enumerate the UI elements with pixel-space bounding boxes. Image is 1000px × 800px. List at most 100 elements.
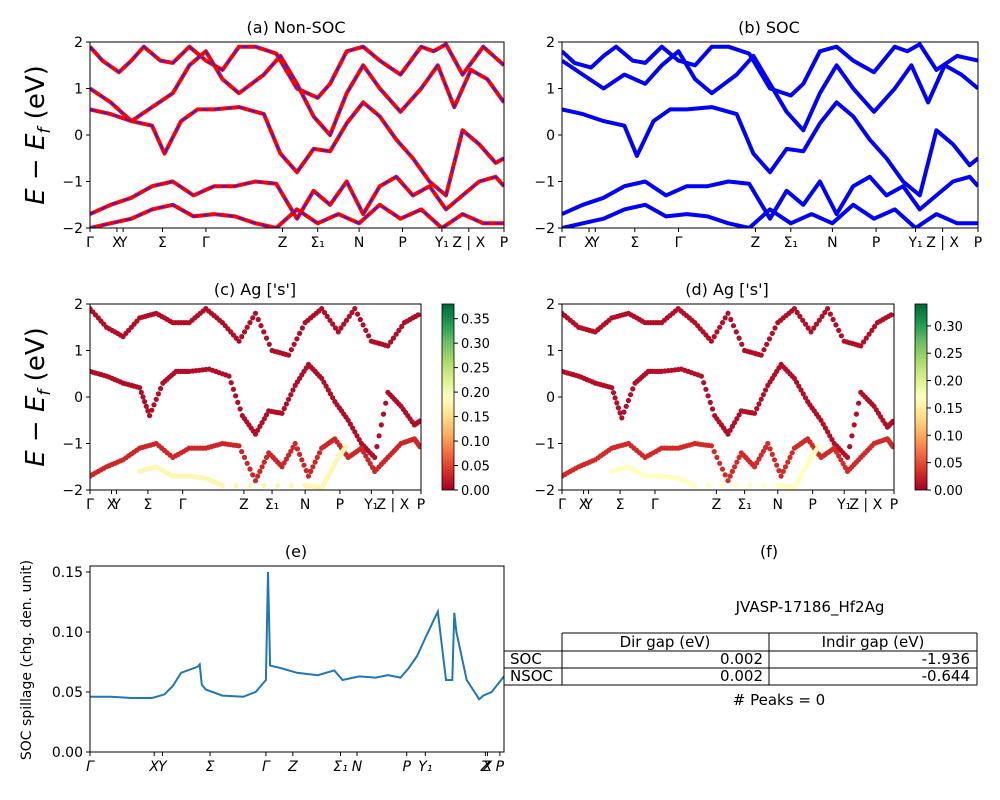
proj-point [610,390,617,396]
proj-point [255,316,261,323]
proj-point [763,387,769,393]
xtick-label: Γ [202,235,210,251]
proj-point [292,440,298,447]
proj-point [756,456,762,462]
proj-point [758,352,764,358]
proj-point [261,459,267,465]
proj-point [709,406,716,412]
proj-point [725,310,731,316]
proj-point [733,482,739,488]
proj-point [729,423,736,429]
ytick-label: −1 [62,175,83,191]
proj-point [813,321,820,327]
soc-band-4 [562,202,978,228]
proj-point [321,309,328,316]
proj-point [732,464,738,470]
proj-point [853,411,860,417]
proj-point [621,409,627,415]
proj-point [281,460,287,466]
proj-point [856,400,862,406]
proj-point [312,459,318,465]
table-row-soc-dir: 0.002 [720,650,763,668]
proj-point [142,399,148,405]
xtick-label: Z | X [376,497,409,513]
xtick-label: Y₁ [363,497,378,513]
xtick-label: Γ [675,235,683,251]
proj-point [327,391,334,397]
proj-point [252,431,259,437]
proj-point [261,482,267,488]
proj-point [623,403,629,409]
xtick-label: Σ₁ [265,497,279,513]
xtick-label: Γ [86,235,94,251]
proj-point [752,410,758,416]
proj-point [785,459,791,465]
table-row-soc-label: SOC [510,650,542,668]
proj-point [233,482,239,488]
panel-c-title: (c) Ag ['s'] [214,280,296,299]
proj-point [247,482,253,488]
proj-point [778,473,784,479]
proj-point [794,379,800,385]
colorbar-tick-label: 0.25 [934,347,963,362]
ytick-label: 1 [74,344,83,360]
xtick-label: P [496,759,505,775]
proj-point [844,454,851,460]
proj-point [383,400,389,406]
proj-point [771,457,778,463]
proj-point [711,334,717,340]
proj-point [747,482,753,488]
proj-point [372,454,378,460]
panel-b-title: (b) SOC [738,18,800,37]
proj-point [858,343,864,349]
proj-point [847,444,853,450]
colorbar-tick-label: 0.30 [934,320,963,335]
proj-point [286,452,292,458]
xtick-label: Z [239,497,249,513]
proj-point [705,393,711,399]
panel-e-line [90,571,504,701]
xtick-label: Σ₁ [310,235,324,251]
proj-point [766,336,773,342]
xtick-label: Σ [206,759,215,775]
proj-point [617,410,623,416]
nonsoc-band-2 [90,100,504,198]
proj-point [825,429,831,435]
proj-point [258,323,264,329]
xtick-label: Z [287,759,298,775]
ytick-label: 0 [74,390,83,406]
proj-point [255,427,261,433]
proj-point [378,422,384,428]
proj-point [698,373,705,379]
xtick-label: Γ [558,235,566,251]
proj-point [137,385,143,391]
xtick-label: N [773,497,783,513]
xtick-label: X [148,759,159,775]
proj-point [349,309,355,316]
proj-point [869,327,875,333]
xtick-label: Z | X [849,497,882,513]
proj-point [708,443,715,449]
proj-point [890,418,894,424]
proj-point [719,466,726,472]
proj-point [255,473,261,479]
colorbar-tick-label: 0.00 [461,484,490,499]
proj-point [711,449,717,455]
proj-point [354,433,360,439]
panel-c-points [90,306,421,490]
proj-point [376,433,382,439]
proj-point [396,327,402,333]
proj-point [241,454,248,460]
panel-c-ylabel: E − Ef (eV) [21,327,55,467]
table-row-nsoc-indir: -0.644 [922,667,970,685]
proj-point [286,396,292,402]
ytick-label: 0.15 [52,565,83,581]
proj-point [802,395,809,401]
proj-point [346,313,352,319]
xtick-label: N [300,497,310,513]
xtick-label: Σ [616,497,625,513]
xtick-label: P [500,235,508,251]
xtick-label: P [872,235,880,251]
proj-point [758,452,764,458]
proj-point [324,313,330,319]
